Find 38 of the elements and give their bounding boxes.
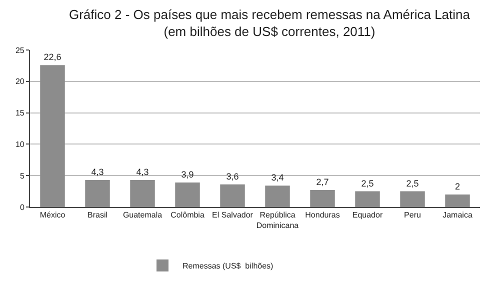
x-tick-label: Colômbia (170, 210, 205, 220)
bar (400, 191, 425, 207)
x-tick-label: Guatemala (122, 210, 163, 220)
x-tick-label: Honduras (305, 210, 340, 220)
data-label: 22,6 (44, 52, 62, 62)
bar (85, 180, 110, 207)
bar (355, 191, 380, 207)
data-label: 2,5 (361, 178, 374, 188)
data-label: 3,9 (181, 170, 194, 180)
data-label: 3,4 (271, 172, 284, 183)
legend-label: Remessas (US$ bilhões) (182, 262, 274, 271)
data-label: 4,3 (136, 167, 149, 177)
bar (175, 182, 200, 207)
y-tick-label: 20 (15, 77, 25, 86)
data-label: 3,6 (226, 171, 239, 182)
data-label: 2 (454, 181, 460, 192)
x-tick-label: El Salvador (212, 210, 254, 220)
x-tick-label: Peru (404, 210, 421, 220)
y-tick-label: 0 (20, 202, 25, 212)
x-tick-label: Equador (352, 210, 383, 220)
y-tick-label: 10 (15, 140, 25, 149)
x-tick-label: Jamaica (442, 210, 473, 220)
x-tick-label: República Dominicana (256, 210, 300, 230)
x-tick-label: México (40, 210, 66, 220)
bar (265, 186, 290, 207)
bar (310, 190, 335, 207)
chart-title: Gráfico 2 - Os países que mais recebem remessas na América Latina (em bilhões de US$ correntes, 2011) (68, 6, 471, 39)
bar (445, 194, 470, 207)
y-tick-label: 5 (20, 171, 25, 180)
data-label: 4,3 (91, 167, 104, 177)
bar (220, 184, 245, 207)
data-label: 2,5 (406, 178, 419, 188)
bar (40, 65, 65, 207)
data-label: 2,7 (316, 177, 329, 188)
x-tick-label: Brasil (87, 210, 108, 220)
y-tick-label: 25 (15, 46, 25, 55)
y-tick-label: 15 (15, 108, 25, 118)
bar (130, 180, 155, 207)
